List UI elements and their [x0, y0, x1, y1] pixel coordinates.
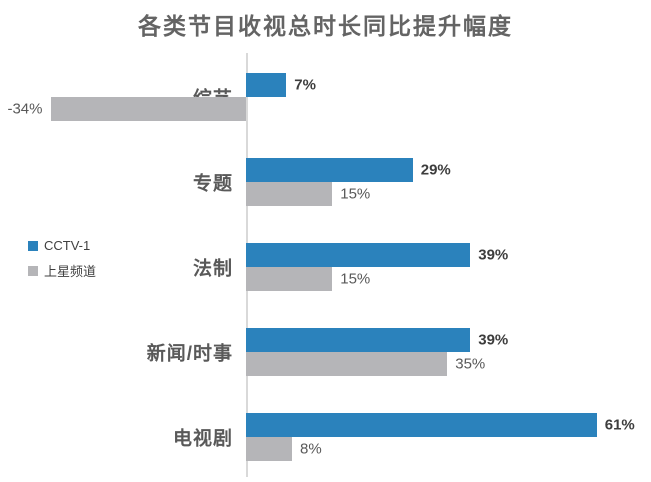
bar-value-label: 35% [455, 355, 486, 373]
bar-value-label: 39% [478, 331, 509, 349]
legend: CCTV-1 上星频道 [28, 236, 96, 286]
chart-title: 各类节目收视总时长同比提升幅度 [138, 13, 513, 39]
category-label: 法制 [192, 258, 233, 280]
bar-cctv1 [246, 327, 471, 352]
bar-value-label: 61% [604, 416, 635, 434]
bar-value-label: 15% [340, 270, 371, 288]
bar-value-label: 8% [300, 440, 322, 458]
bar-cctv1 [246, 73, 287, 97]
legend-item-cctv1: CCTV-1 [28, 236, 96, 255]
legend-label-cctv1: CCTV-1 [44, 238, 91, 253]
legend-label-satellite-channels: 上星频道 [44, 264, 97, 279]
legend-item-satellite-channels: 上星频道 [28, 261, 96, 280]
bar-satellite [246, 266, 333, 291]
bar-satellite [246, 351, 448, 376]
category-label: 新闻/时事 [146, 343, 233, 365]
bar-satellite [246, 181, 333, 206]
legend-swatch-satellite-channels [28, 265, 38, 276]
bar-value-label: -34% [7, 100, 43, 118]
bar-cctv1 [246, 157, 413, 182]
bar-satellite [50, 97, 246, 121]
bar-cctv1 [246, 242, 471, 267]
bar-satellite [246, 436, 292, 461]
bar-value-label: 29% [420, 161, 451, 179]
bar-cctv1 [246, 412, 597, 437]
bar-value-label: 15% [340, 185, 371, 203]
bar-value-label: 39% [478, 246, 509, 264]
bar-value-label: 7% [294, 76, 316, 94]
category-label: 专题 [192, 173, 233, 195]
legend-swatch-cctv1 [28, 240, 38, 251]
category-label: 电视剧 [172, 428, 233, 450]
